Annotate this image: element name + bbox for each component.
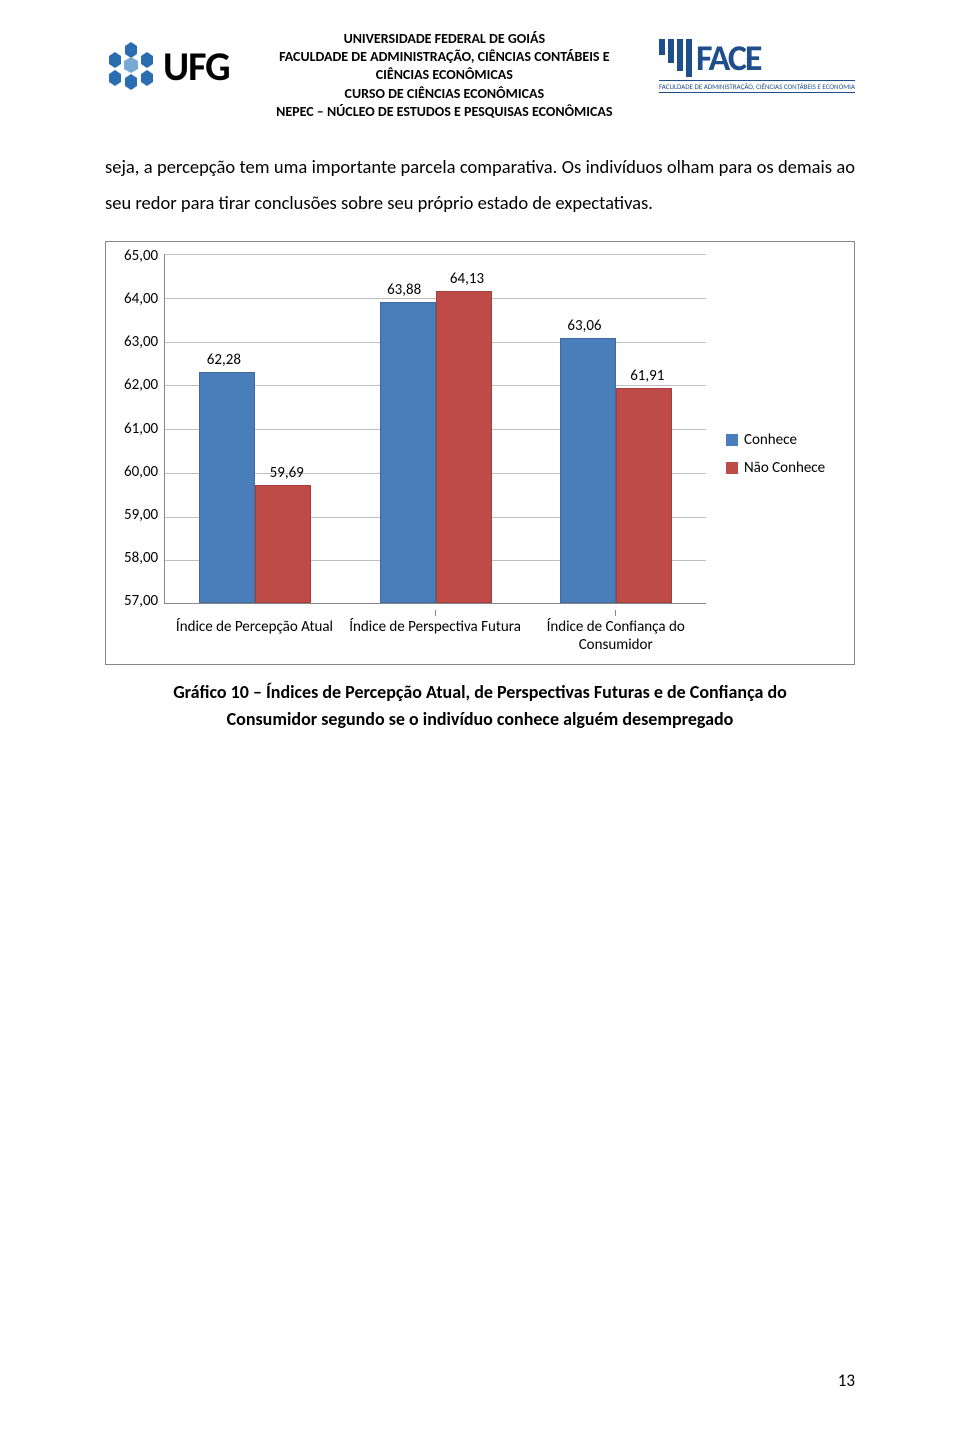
face-logo-subtitle: FACULDADE DE ADMINISTRAÇÃO, CIÊNCIAS CON… — [659, 80, 855, 93]
x-tick-label: Índice de Percepção Atual — [164, 608, 345, 654]
face-logo: FACE FACULDADE DE ADMINISTRAÇÃO, CIÊNCIA… — [659, 36, 855, 93]
ufg-logo: UFG — [105, 40, 230, 92]
bar-value-label: 59,69 — [270, 464, 304, 482]
ufg-logo-icon — [105, 40, 157, 92]
bar-value-label: 64,13 — [450, 270, 484, 288]
chart-bar: 62,28 — [199, 372, 255, 603]
y-tick-label: 60,00 — [124, 465, 158, 480]
bar-value-label: 62,28 — [207, 351, 241, 369]
x-tick-label: Índice de Confiança do Consumidor — [525, 608, 706, 654]
chart-bar: 59,69 — [255, 485, 311, 603]
legend-item: Não Conhece — [726, 459, 836, 477]
chart-container: 65,00 64,00 63,00 62,00 61,00 60,00 59,00 58,00… — [105, 241, 855, 665]
header-line: FACULDADE DE ADMINISTRAÇÃO, CIÊNCIAS CON… — [230, 48, 659, 66]
chart-inner: 65,0064,0063,0062,0061,0060,0059,0058,00… — [124, 254, 836, 654]
bar-value-label: 63,06 — [567, 317, 601, 335]
chart-plot-area: 62,2859,6963,8864,1363,0661,91 — [164, 254, 706, 604]
face-bars-icon — [659, 39, 692, 77]
legend-label: Não Conhece — [744, 459, 825, 477]
header-title-block: UNIVERSIDADE FEDERAL DE GOIÁS FACULDADE … — [230, 30, 659, 121]
body-paragraph: seja, a percepção tem uma importante par… — [105, 149, 855, 221]
y-tick-label: 57,00 — [124, 594, 158, 609]
page-header: UFG UNIVERSIDADE FEDERAL DE GOIÁS FACULD… — [105, 30, 855, 121]
chart-bar: 63,88 — [380, 302, 436, 603]
chart-caption: Gráfico 10 – Índices de Percepção Atual,… — [145, 679, 815, 733]
chart-bar: 64,13 — [436, 291, 492, 603]
legend-label: Conhece — [744, 431, 797, 449]
page: UFG UNIVERSIDADE FEDERAL DE GOIÁS FACULD… — [0, 0, 960, 1439]
header-line: CIÊNCIAS ECONÔMICAS — [230, 66, 659, 84]
y-tick-label: 58,00 — [124, 551, 158, 566]
legend-swatch — [726, 462, 738, 474]
header-line: CURSO DE CIÊNCIAS ECONÔMICAS — [230, 85, 659, 103]
chart-bar-group: 63,0661,91 — [526, 254, 706, 603]
chart-bar-group: 62,2859,69 — [165, 254, 345, 603]
y-tick-label: 64,00 — [124, 292, 158, 307]
chart-legend: Conhece Não Conhece — [706, 254, 836, 654]
header-line: UNIVERSIDADE FEDERAL DE GOIÁS — [230, 30, 659, 48]
chart-bar-group: 63,8864,13 — [345, 254, 525, 603]
bar-value-label: 61,91 — [630, 367, 664, 385]
face-logo-text: FACE — [659, 36, 855, 80]
x-tick-label: Índice de Perspectiva Futura — [345, 608, 526, 654]
y-tick-label: 63,00 — [124, 335, 158, 350]
chart-bar: 63,06 — [560, 338, 616, 603]
chart-bar: 61,91 — [616, 388, 672, 603]
legend-swatch — [726, 434, 738, 446]
bar-value-label: 63,88 — [387, 281, 421, 299]
legend-item: Conhece — [726, 431, 836, 449]
y-tick-label: 65,00 — [124, 249, 158, 264]
ufg-logo-text: UFG — [163, 42, 230, 91]
chart-bars-row: 62,2859,6963,8864,1363,0661,91 — [165, 254, 706, 603]
y-tick-label: 59,00 — [124, 508, 158, 523]
chart-plot-wrap: 62,2859,6963,8864,1363,0661,91 Índice de… — [164, 254, 706, 654]
chart-x-axis: Índice de Percepção AtualÍndice de Persp… — [164, 608, 706, 654]
chart-y-axis: 65,00 64,00 63,00 62,00 61,00 60,00 59,00 58,00… — [124, 249, 164, 609]
page-number: 13 — [838, 1370, 855, 1391]
y-tick-label: 61,00 — [124, 422, 158, 437]
y-tick-label: 62,00 — [124, 378, 158, 393]
header-line: NEPEC – NÚCLEO DE ESTUDOS E PESQUISAS EC… — [230, 103, 659, 121]
